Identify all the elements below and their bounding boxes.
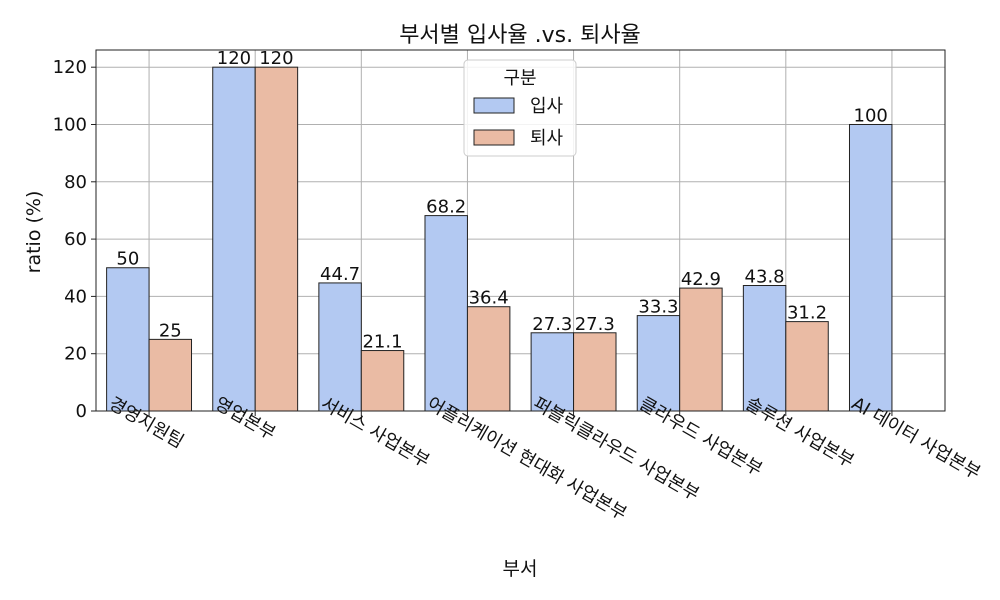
y-tick-label: 60 — [64, 229, 87, 250]
chart-title: 부서별 입사율 .vs. 퇴사율 — [399, 23, 641, 48]
y-tick-label: 100 — [53, 114, 87, 135]
data-label: 68.2 — [426, 197, 466, 218]
data-label: 33.3 — [638, 297, 678, 318]
data-label: 36.4 — [469, 288, 509, 309]
data-label: 42.9 — [681, 269, 721, 290]
data-label: 27.3 — [532, 314, 572, 335]
legend-label-resign: 퇴사 — [530, 128, 564, 149]
bar-resign — [679, 287, 723, 412]
legend-label-hire: 입사 — [530, 96, 564, 117]
legend: 구분 입사 퇴사 — [463, 59, 577, 157]
bar-hire — [106, 267, 150, 412]
data-label: 43.8 — [745, 267, 785, 288]
y-tick-label: 120 — [53, 57, 87, 78]
legend-swatch-hire — [473, 97, 515, 114]
y-axis-label: ratio (%) — [23, 191, 45, 274]
data-labels: 50 120 44.7 68.2 27.3 33.3 43.8 100 25 120 21.1 36.… — [116, 48, 888, 352]
bar-resign — [466, 306, 511, 412]
data-label: 50 — [116, 249, 139, 270]
data-label: 44.7 — [320, 264, 360, 285]
bar-resign — [360, 350, 405, 412]
bar-hire — [318, 282, 362, 412]
bar-resign — [254, 66, 299, 412]
bars — [106, 66, 893, 412]
data-label: 25 — [159, 320, 182, 341]
bar-resign — [785, 321, 829, 412]
x-tick-label: AI 데이터 사업본부 — [848, 393, 984, 484]
data-label: 31.2 — [787, 303, 827, 324]
x-axis-label: 부서 — [503, 558, 538, 580]
bar-hire — [848, 123, 893, 412]
y-tick-label: 20 — [64, 344, 87, 365]
bar-resign — [148, 338, 193, 412]
data-label: 120 — [259, 48, 293, 69]
x-tick-label: 어플리케이션 현대화 사업본부 — [423, 393, 630, 525]
legend-title: 구분 — [503, 68, 536, 89]
y-tick-label: 80 — [64, 172, 87, 193]
bar-hire — [742, 285, 787, 412]
y-tick-label: 40 — [64, 286, 87, 307]
data-label: 120 — [217, 48, 251, 69]
y-tick-label: 0 — [76, 401, 87, 422]
bar-resign — [573, 332, 617, 412]
data-label: 100 — [854, 105, 888, 126]
legend-swatch-resign — [473, 129, 515, 146]
bar-hire — [424, 215, 468, 412]
data-label: 21.1 — [362, 332, 402, 353]
bar-hire — [212, 66, 256, 412]
plot-frame — [95, 49, 946, 412]
data-label: 27.3 — [575, 314, 615, 335]
